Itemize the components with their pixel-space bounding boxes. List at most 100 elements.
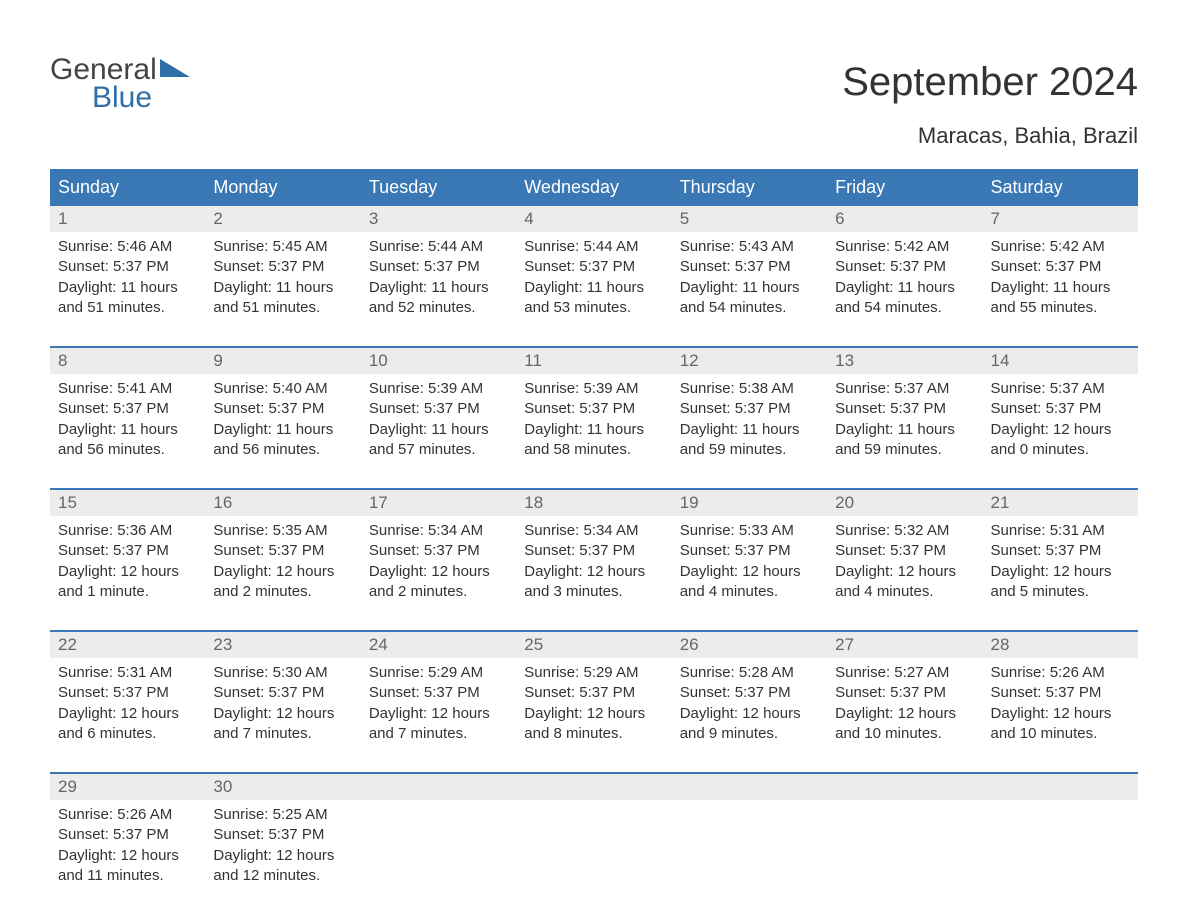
daylight-text: and 53 minutes. xyxy=(524,298,663,318)
sunrise-text: Sunrise: 5:41 AM xyxy=(58,379,197,399)
sunset-text: Sunset: 5:37 PM xyxy=(58,825,197,845)
day-cell: 15Sunrise: 5:36 AMSunset: 5:37 PMDayligh… xyxy=(50,488,205,630)
sunset-text: Sunset: 5:37 PM xyxy=(991,399,1130,419)
day-details: Sunrise: 5:38 AMSunset: 5:37 PMDaylight:… xyxy=(672,374,827,488)
day-cell: 26Sunrise: 5:28 AMSunset: 5:37 PMDayligh… xyxy=(672,630,827,772)
day-details: Sunrise: 5:30 AMSunset: 5:37 PMDaylight:… xyxy=(205,658,360,772)
sunrise-text: Sunrise: 5:29 AM xyxy=(369,663,508,683)
daylight-text: and 10 minutes. xyxy=(835,724,974,744)
day-cell: 28Sunrise: 5:26 AMSunset: 5:37 PMDayligh… xyxy=(983,630,1138,772)
day-cell: 22Sunrise: 5:31 AMSunset: 5:37 PMDayligh… xyxy=(50,630,205,772)
daylight-text: Daylight: 12 hours xyxy=(524,562,663,582)
day-cell: 3Sunrise: 5:44 AMSunset: 5:37 PMDaylight… xyxy=(361,204,516,346)
header: September 2024 Maracas, Bahia, Brazil xyxy=(50,40,1138,149)
daylight-text: and 10 minutes. xyxy=(991,724,1130,744)
week-row: 15Sunrise: 5:36 AMSunset: 5:37 PMDayligh… xyxy=(50,488,1138,630)
sunset-text: Sunset: 5:37 PM xyxy=(680,541,819,561)
sunrise-text: Sunrise: 5:34 AM xyxy=(369,521,508,541)
daylight-text: Daylight: 11 hours xyxy=(58,278,197,298)
daylight-text: and 54 minutes. xyxy=(680,298,819,318)
brand-logo: General Blue xyxy=(50,55,190,113)
day-number: 11 xyxy=(516,346,671,374)
sunrise-text: Sunrise: 5:25 AM xyxy=(213,805,352,825)
sunset-text: Sunset: 5:37 PM xyxy=(369,541,508,561)
sunrise-text: Sunrise: 5:26 AM xyxy=(58,805,197,825)
weekday-header: Sunday xyxy=(50,170,205,204)
sunrise-text: Sunrise: 5:44 AM xyxy=(524,237,663,257)
day-details: Sunrise: 5:29 AMSunset: 5:37 PMDaylight:… xyxy=(361,658,516,772)
day-number: 8 xyxy=(50,346,205,374)
sunrise-text: Sunrise: 5:27 AM xyxy=(835,663,974,683)
day-cell: 12Sunrise: 5:38 AMSunset: 5:37 PMDayligh… xyxy=(672,346,827,488)
day-details: Sunrise: 5:26 AMSunset: 5:37 PMDaylight:… xyxy=(50,800,205,914)
daylight-text: Daylight: 12 hours xyxy=(213,704,352,724)
daylight-text: Daylight: 11 hours xyxy=(680,420,819,440)
day-number: 28 xyxy=(983,630,1138,658)
brand-text: General Blue xyxy=(50,55,157,113)
day-number: 5 xyxy=(672,204,827,232)
daylight-text: and 56 minutes. xyxy=(58,440,197,460)
day-details: Sunrise: 5:37 AMSunset: 5:37 PMDaylight:… xyxy=(983,374,1138,488)
day-number: 7 xyxy=(983,204,1138,232)
daylight-text: and 55 minutes. xyxy=(991,298,1130,318)
daylight-text: Daylight: 11 hours xyxy=(369,420,508,440)
sunrise-text: Sunrise: 5:31 AM xyxy=(991,521,1130,541)
sunrise-text: Sunrise: 5:33 AM xyxy=(680,521,819,541)
day-cell: 24Sunrise: 5:29 AMSunset: 5:37 PMDayligh… xyxy=(361,630,516,772)
sunset-text: Sunset: 5:37 PM xyxy=(213,399,352,419)
daylight-text: Daylight: 12 hours xyxy=(835,562,974,582)
sunset-text: Sunset: 5:37 PM xyxy=(524,399,663,419)
day-cell: 21Sunrise: 5:31 AMSunset: 5:37 PMDayligh… xyxy=(983,488,1138,630)
sunset-text: Sunset: 5:37 PM xyxy=(680,257,819,277)
day-details: Sunrise: 5:39 AMSunset: 5:37 PMDaylight:… xyxy=(361,374,516,488)
sunrise-text: Sunrise: 5:39 AM xyxy=(524,379,663,399)
daylight-text: and 2 minutes. xyxy=(369,582,508,602)
daylight-text: and 1 minute. xyxy=(58,582,197,602)
day-cell: 16Sunrise: 5:35 AMSunset: 5:37 PMDayligh… xyxy=(205,488,360,630)
sunset-text: Sunset: 5:37 PM xyxy=(213,683,352,703)
daylight-text: Daylight: 11 hours xyxy=(991,278,1130,298)
daylight-text: Daylight: 12 hours xyxy=(835,704,974,724)
sunset-text: Sunset: 5:37 PM xyxy=(58,257,197,277)
empty-day xyxy=(516,772,671,800)
sunset-text: Sunset: 5:37 PM xyxy=(524,541,663,561)
day-number: 25 xyxy=(516,630,671,658)
daylight-text: Daylight: 11 hours xyxy=(213,420,352,440)
day-details: Sunrise: 5:44 AMSunset: 5:37 PMDaylight:… xyxy=(516,232,671,346)
sunrise-text: Sunrise: 5:26 AM xyxy=(991,663,1130,683)
day-details: Sunrise: 5:26 AMSunset: 5:37 PMDaylight:… xyxy=(983,658,1138,772)
day-number: 22 xyxy=(50,630,205,658)
empty-day xyxy=(361,772,516,800)
sunset-text: Sunset: 5:37 PM xyxy=(835,399,974,419)
sunset-text: Sunset: 5:37 PM xyxy=(369,399,508,419)
daylight-text: Daylight: 11 hours xyxy=(524,420,663,440)
daylight-text: Daylight: 12 hours xyxy=(369,704,508,724)
sunset-text: Sunset: 5:37 PM xyxy=(680,683,819,703)
daylight-text: Daylight: 12 hours xyxy=(213,846,352,866)
day-cell xyxy=(983,772,1138,914)
day-details: Sunrise: 5:39 AMSunset: 5:37 PMDaylight:… xyxy=(516,374,671,488)
daylight-text: and 51 minutes. xyxy=(213,298,352,318)
daylight-text: Daylight: 12 hours xyxy=(58,846,197,866)
day-cell: 20Sunrise: 5:32 AMSunset: 5:37 PMDayligh… xyxy=(827,488,982,630)
weekday-header: Tuesday xyxy=(361,170,516,204)
sunrise-text: Sunrise: 5:35 AM xyxy=(213,521,352,541)
daylight-text: Daylight: 11 hours xyxy=(835,278,974,298)
day-cell: 11Sunrise: 5:39 AMSunset: 5:37 PMDayligh… xyxy=(516,346,671,488)
brand-icon xyxy=(160,59,190,77)
day-number: 2 xyxy=(205,204,360,232)
day-cell: 18Sunrise: 5:34 AMSunset: 5:37 PMDayligh… xyxy=(516,488,671,630)
daylight-text: and 11 minutes. xyxy=(58,866,197,886)
daylight-text: and 7 minutes. xyxy=(213,724,352,744)
daylight-text: Daylight: 12 hours xyxy=(213,562,352,582)
sunset-text: Sunset: 5:37 PM xyxy=(58,399,197,419)
daylight-text: and 5 minutes. xyxy=(991,582,1130,602)
weekday-header: Thursday xyxy=(672,170,827,204)
calendar-table: Sunday Monday Tuesday Wednesday Thursday… xyxy=(50,169,1138,914)
day-number: 12 xyxy=(672,346,827,374)
day-details: Sunrise: 5:40 AMSunset: 5:37 PMDaylight:… xyxy=(205,374,360,488)
day-number: 21 xyxy=(983,488,1138,516)
day-number: 14 xyxy=(983,346,1138,374)
daylight-text: Daylight: 11 hours xyxy=(213,278,352,298)
empty-day xyxy=(983,772,1138,800)
